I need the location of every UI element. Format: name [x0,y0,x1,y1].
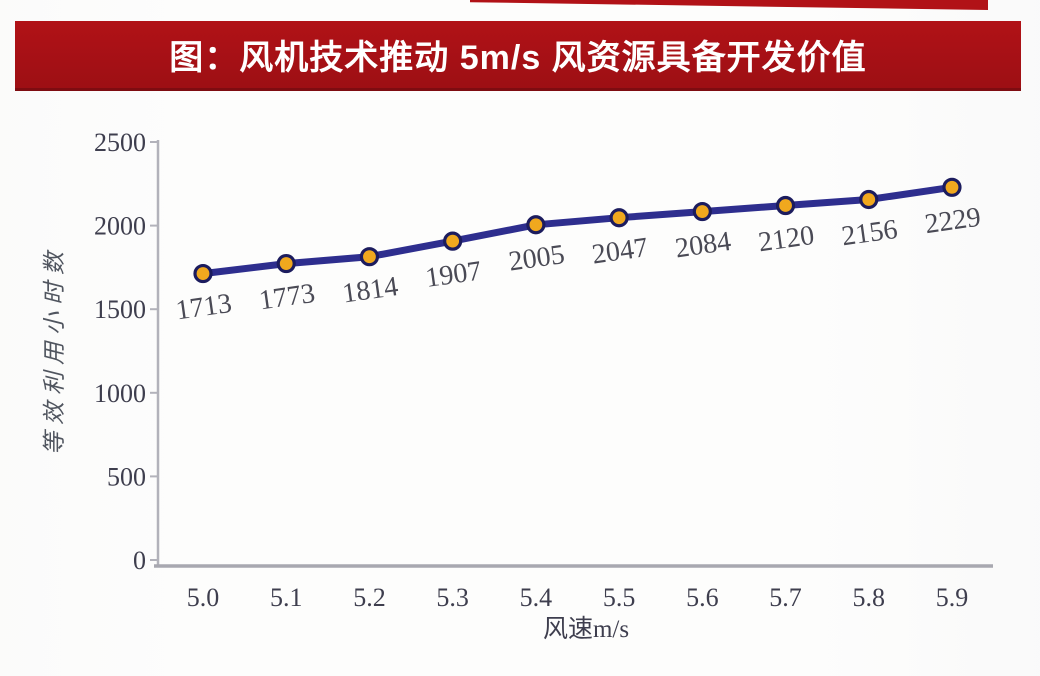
y-tick-label: 0 [133,546,146,575]
data-point-label: 1814 [340,271,400,309]
y-tick-label: 500 [107,462,146,491]
data-point-marker [859,189,879,210]
data-point-label: 2156 [840,214,900,252]
data-point-marker [526,215,546,235]
data-point-marker [775,195,796,216]
y-tick-label: 2000 [94,212,146,241]
data-point-marker [942,177,962,197]
data-point-label: 2084 [673,226,733,264]
data-point-marker [609,208,629,228]
data-point-label: 1907 [424,255,484,293]
x-tick-label: 5.5 [603,583,636,612]
page-top-edge-artifact [470,0,988,10]
data-point-marker [276,253,296,274]
data-point-marker [193,263,213,284]
data-point-marker [443,231,463,251]
x-tick-label: 5.1 [270,583,303,612]
data-point-label: 2229 [923,202,983,240]
x-tick-label: 5.4 [520,583,553,612]
y-axis-title: 等效利用小时数 [42,245,67,455]
data-point-label: 2005 [507,239,567,277]
data-point-label: 1713 [174,288,234,326]
y-tick-label: 2500 [94,128,146,157]
x-tick-label: 5.3 [436,583,469,612]
x-tick-label: 5.6 [686,583,719,612]
data-point-marker [692,201,712,222]
y-tick-label: 1000 [94,379,146,408]
x-tick-label: 5.2 [353,583,386,612]
x-tick-label: 5.8 [853,583,886,612]
x-tick-label: 5.9 [936,583,969,612]
y-tick-label: 1500 [94,295,146,324]
figure-title-banner: 图：风机技术推动 5m/s 风资源具备开发价值 [15,21,1021,91]
figure-title: 图：风机技术推动 5m/s 风资源具备开发价值 [169,39,867,77]
x-axis-title: 风速m/s [543,615,629,643]
data-point-marker [359,247,380,267]
x-tick-label: 5.7 [769,583,802,612]
data-point-label: 2120 [756,220,816,258]
series-line [199,183,956,278]
data-point-label: 1773 [257,278,317,316]
x-tick-label: 5.0 [187,583,220,612]
data-point-label: 2047 [590,232,650,270]
